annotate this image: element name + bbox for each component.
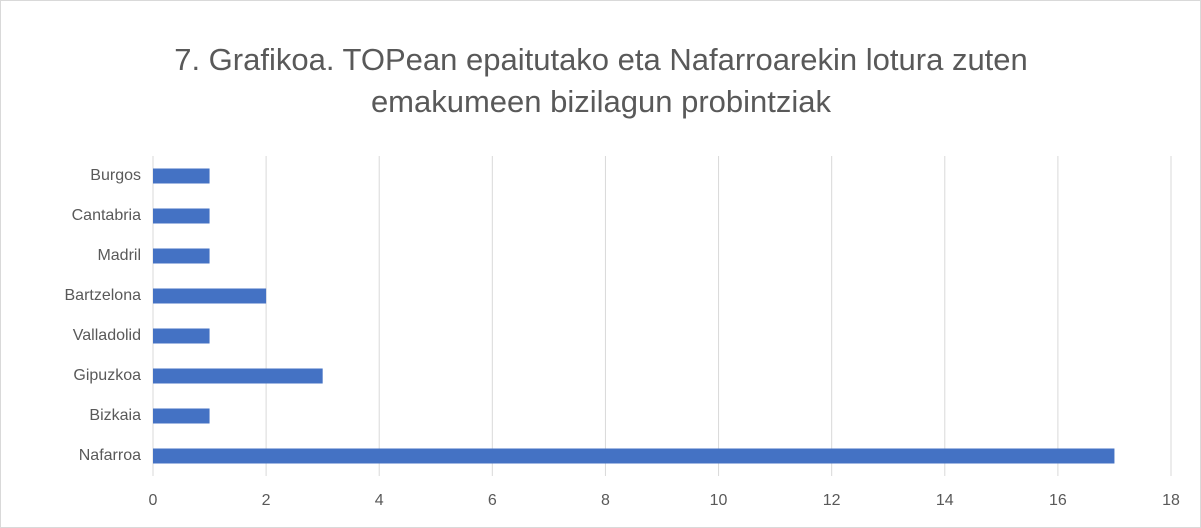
y-tick-label: Bizkaia [89, 407, 141, 424]
y-tick-label: Burgos [90, 167, 141, 184]
x-tick-label: 14 [936, 492, 954, 509]
bar [153, 328, 210, 344]
bar [153, 248, 210, 264]
x-tick-label: 18 [1162, 492, 1180, 509]
y-tick-label: Bartzelona [65, 287, 142, 304]
y-tick-label: Madril [97, 247, 141, 264]
x-tick-label: 6 [488, 492, 497, 509]
x-tick-label: 2 [262, 492, 271, 509]
x-tick-label: 10 [710, 492, 728, 509]
x-tick-label: 4 [375, 492, 384, 509]
bar [153, 208, 210, 224]
y-tick-label: Cantabria [72, 207, 141, 224]
bar [153, 288, 267, 304]
x-tick-label: 12 [823, 492, 841, 509]
bar [153, 168, 210, 184]
y-tick-label: Nafarroa [79, 447, 141, 464]
x-tick-label: 8 [601, 492, 610, 509]
bar [153, 448, 1115, 464]
y-tick-label: Valladolid [73, 327, 141, 344]
y-tick-label: Gipuzkoa [73, 367, 141, 384]
bar [153, 408, 210, 424]
x-tick-label: 0 [149, 492, 158, 509]
x-tick-label: 16 [1049, 492, 1067, 509]
chart-title: 7. Grafikoa. TOPean epaitutako eta Nafar… [174, 42, 1028, 119]
bar [153, 368, 323, 384]
